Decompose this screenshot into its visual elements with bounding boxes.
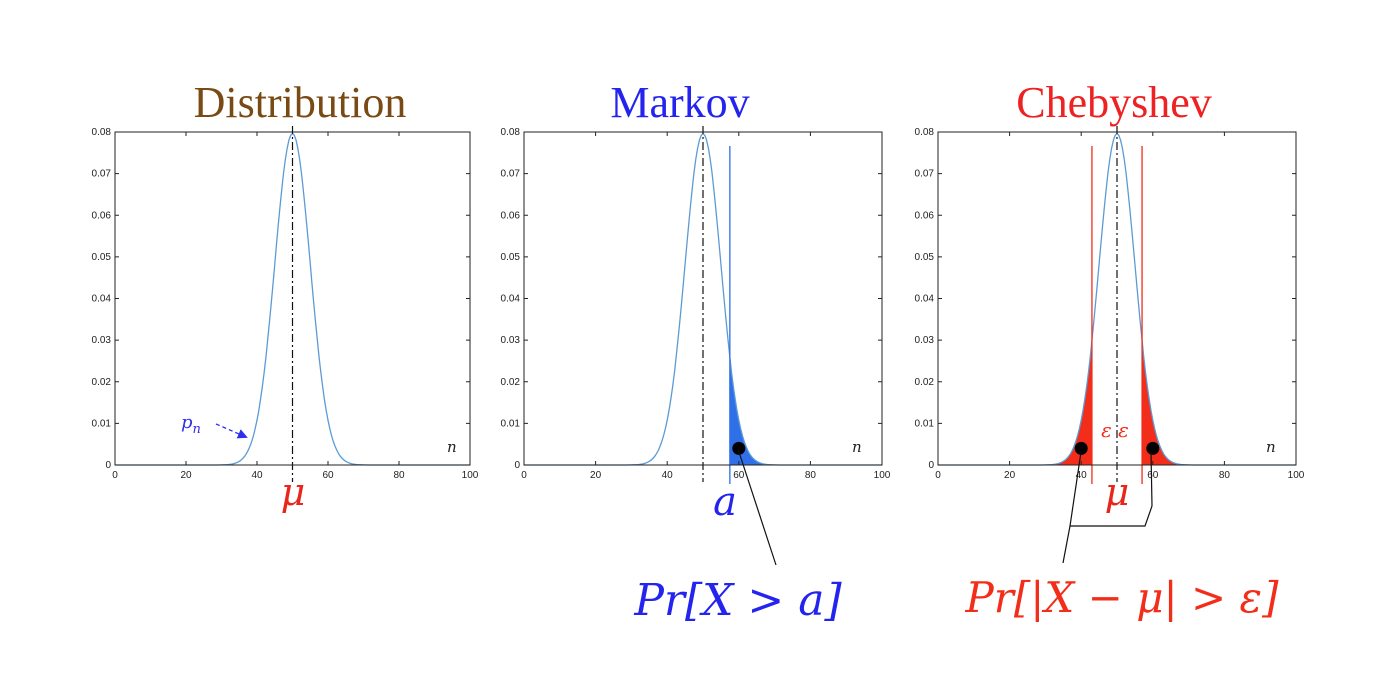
y-tick-label: 0.02 [92,377,112,388]
mean-label: μ [281,470,306,514]
y-tick-label: 0 [105,460,111,471]
y-tick-label: 0 [928,460,934,471]
probability-label: Pr[X > a] [633,575,842,626]
marker-dot [1146,441,1160,455]
distribution-title: Distribution [194,78,407,127]
x-tick-label: 40 [251,470,263,481]
x-axis-label: n [447,438,457,456]
tail-region [1045,340,1092,465]
x-tick-label: 20 [1004,470,1016,481]
x-tick-label: 20 [590,470,602,481]
epsilon-label: ε ε [1101,418,1129,442]
bracket-left-stem [1069,451,1082,527]
x-tick-label: 100 [874,470,891,481]
x-tick-label: 0 [521,470,527,481]
y-tick-label: 0.04 [915,294,935,305]
x-tick-label: 60 [1147,470,1159,481]
probability-pointer [737,448,777,566]
x-tick-label: 40 [1076,470,1088,481]
y-tick-label: 0.06 [915,210,935,221]
probability-label: Pr[|X − μ| > ε] [965,573,1280,622]
markov-panel: 0 20 40 60 80 100 0 0.01 0.02 0.03 0.04 0.05 0.06 0.… [501,126,891,626]
curve-label-arrow [215,423,248,439]
y-tick-label: 0.06 [92,210,112,221]
x-tick-label: 20 [180,470,192,481]
y-tick-label: 0.05 [92,252,112,263]
x-tick-label: 0 [112,470,118,481]
y-tick-label: 0.07 [915,169,935,180]
mean-label: μ [1105,470,1130,514]
markov-title: Markov [610,78,749,127]
tail-region [1142,340,1189,465]
y-tick-label: 0.03 [915,335,935,346]
y-tick-label: 0.04 [501,294,521,305]
y-tick-label: 0 [514,460,520,471]
bracket-right-stem [1150,451,1153,507]
marker-dot [1074,441,1088,455]
y-tick-label: 0.08 [915,127,935,138]
x-tick-label: 60 [733,470,745,481]
x-tick-label: 40 [662,470,674,481]
y-tick-label: 0.03 [92,335,112,346]
y-tick-label: 0.04 [92,294,112,305]
y-tick-label: 0.07 [501,169,521,180]
y-tick-label: 0.02 [915,377,935,388]
x-tick-label: 0 [935,470,941,481]
probability-bracket [1062,505,1153,564]
y-tick-label: 0.07 [92,169,112,180]
y-tick-label: 0.08 [92,127,112,138]
curve-label: pn [181,412,201,437]
x-tick-label: 100 [462,470,479,481]
x-tick-label: 80 [1219,470,1231,481]
x-tick-label: 60 [322,470,334,481]
x-axis-label: n [1266,438,1276,456]
y-tick-label: 0.05 [501,252,521,263]
y-tick-label: 0.06 [501,210,521,221]
y-tick-label: 0.02 [501,377,521,388]
y-tick-label: 0.01 [501,418,521,429]
y-tick-label: 0.08 [501,127,521,138]
distribution-panel: 0 20 40 60 80 100 0 0.01 0.02 0.03 0.04 0.05 0.06 0.… [92,126,479,514]
marker-dot [732,441,746,455]
x-tick-label: 80 [805,470,817,481]
x-tick-label: 100 [1288,470,1305,481]
chebyshev-panel: 0 20 40 60 80 100 0 0.01 0.02 0.03 0.04 0.05 0.06 0.… [915,126,1305,622]
y-tick-label: 0.05 [915,252,935,263]
y-tick-label: 0.01 [92,418,112,429]
tail-region [729,357,775,465]
chebyshev-title: Chebyshev [1016,78,1212,127]
y-tick-label: 0.01 [915,418,935,429]
threshold-label: a [713,479,737,525]
x-axis-label: n [852,438,862,456]
x-tick-label: 80 [393,470,405,481]
y-tick-label: 0.03 [501,335,521,346]
